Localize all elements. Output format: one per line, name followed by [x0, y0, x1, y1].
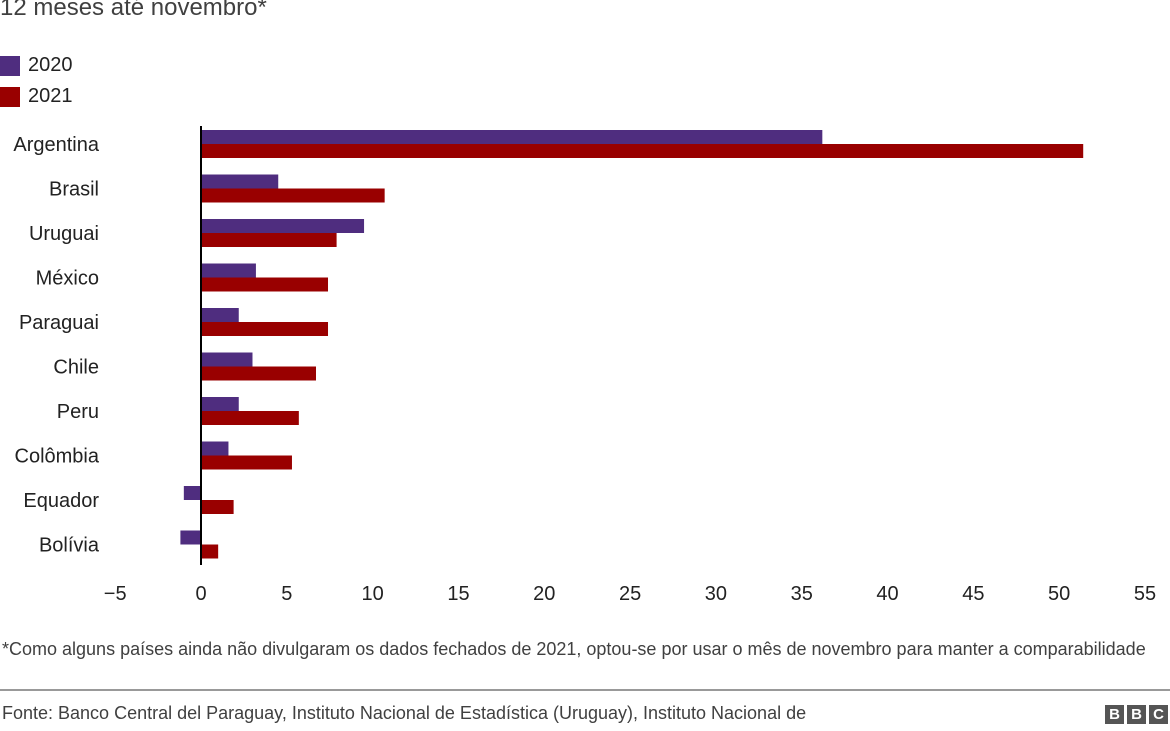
bar-2021 — [201, 544, 219, 559]
x-tick-label: 45 — [962, 583, 984, 605]
legend-label: 2021 — [28, 85, 73, 107]
legend-swatch-2020 — [0, 55, 20, 76]
bar-2021 — [201, 411, 299, 425]
x-tick-label: 0 — [195, 583, 206, 605]
x-tick-label: 20 — [533, 583, 555, 605]
bar-2021 — [201, 455, 292, 470]
category-label: Chile — [53, 357, 99, 379]
category-label: Uruguai — [29, 223, 99, 245]
legend: 2020 2021 — [0, 50, 73, 112]
x-tick-label: 30 — [705, 583, 727, 605]
bar-2021 — [201, 188, 385, 203]
x-tick-label: 15 — [447, 583, 469, 605]
bar-chart: Argentina Brasil Uruguai México Paraguai Chil… — [13, 126, 1156, 605]
x-tick-label: 50 — [1048, 583, 1070, 605]
bar-2020 — [201, 308, 239, 322]
category-label: Paraguai — [19, 312, 99, 334]
bar-2021 — [201, 500, 234, 514]
source-text: Fonte: Banco Central del Paraguay, Insti… — [2, 703, 807, 723]
x-tick-label: 35 — [791, 583, 813, 605]
legend-label: 2020 — [28, 54, 73, 76]
bar-2020 — [201, 174, 279, 189]
bar-2020 — [201, 263, 256, 278]
footnote: *Como alguns países ainda não divulgaram… — [2, 639, 1146, 659]
category-label: Bolívia — [39, 535, 100, 557]
divider — [0, 689, 1170, 691]
bar-2020 — [201, 441, 229, 456]
bar-2021 — [201, 366, 316, 381]
bar-2020 — [201, 352, 253, 367]
category-label: Argentina — [13, 134, 99, 156]
category-label: Equador — [23, 490, 99, 512]
category-label: Brasil — [49, 179, 99, 201]
x-tick-label: 55 — [1134, 583, 1156, 605]
bar-2020 — [201, 130, 823, 144]
bar-2020 — [180, 530, 201, 545]
legend-swatch-2021 — [0, 86, 20, 107]
bar-2020 — [183, 486, 201, 500]
x-tick-label: −5 — [104, 583, 127, 605]
x-tick-label: 5 — [281, 583, 292, 605]
bar-2021 — [201, 233, 337, 247]
category-label: Peru — [57, 401, 99, 423]
chart-subtitle: 12 meses até novembro* — [0, 0, 267, 21]
bar-2021 — [201, 322, 329, 336]
legend-item-2020: 2020 — [0, 50, 73, 81]
category-label: Colômbia — [15, 446, 100, 468]
bar-2020 — [201, 397, 239, 411]
bar-2021 — [201, 277, 329, 292]
x-tick-label: 10 — [362, 583, 384, 605]
bar-2021 — [201, 144, 1084, 158]
x-tick-label: 40 — [876, 583, 898, 605]
category-label: México — [36, 268, 99, 290]
legend-item-2021: 2021 — [0, 81, 73, 112]
bar-2020 — [201, 219, 365, 233]
x-tick-label: 25 — [619, 583, 641, 605]
